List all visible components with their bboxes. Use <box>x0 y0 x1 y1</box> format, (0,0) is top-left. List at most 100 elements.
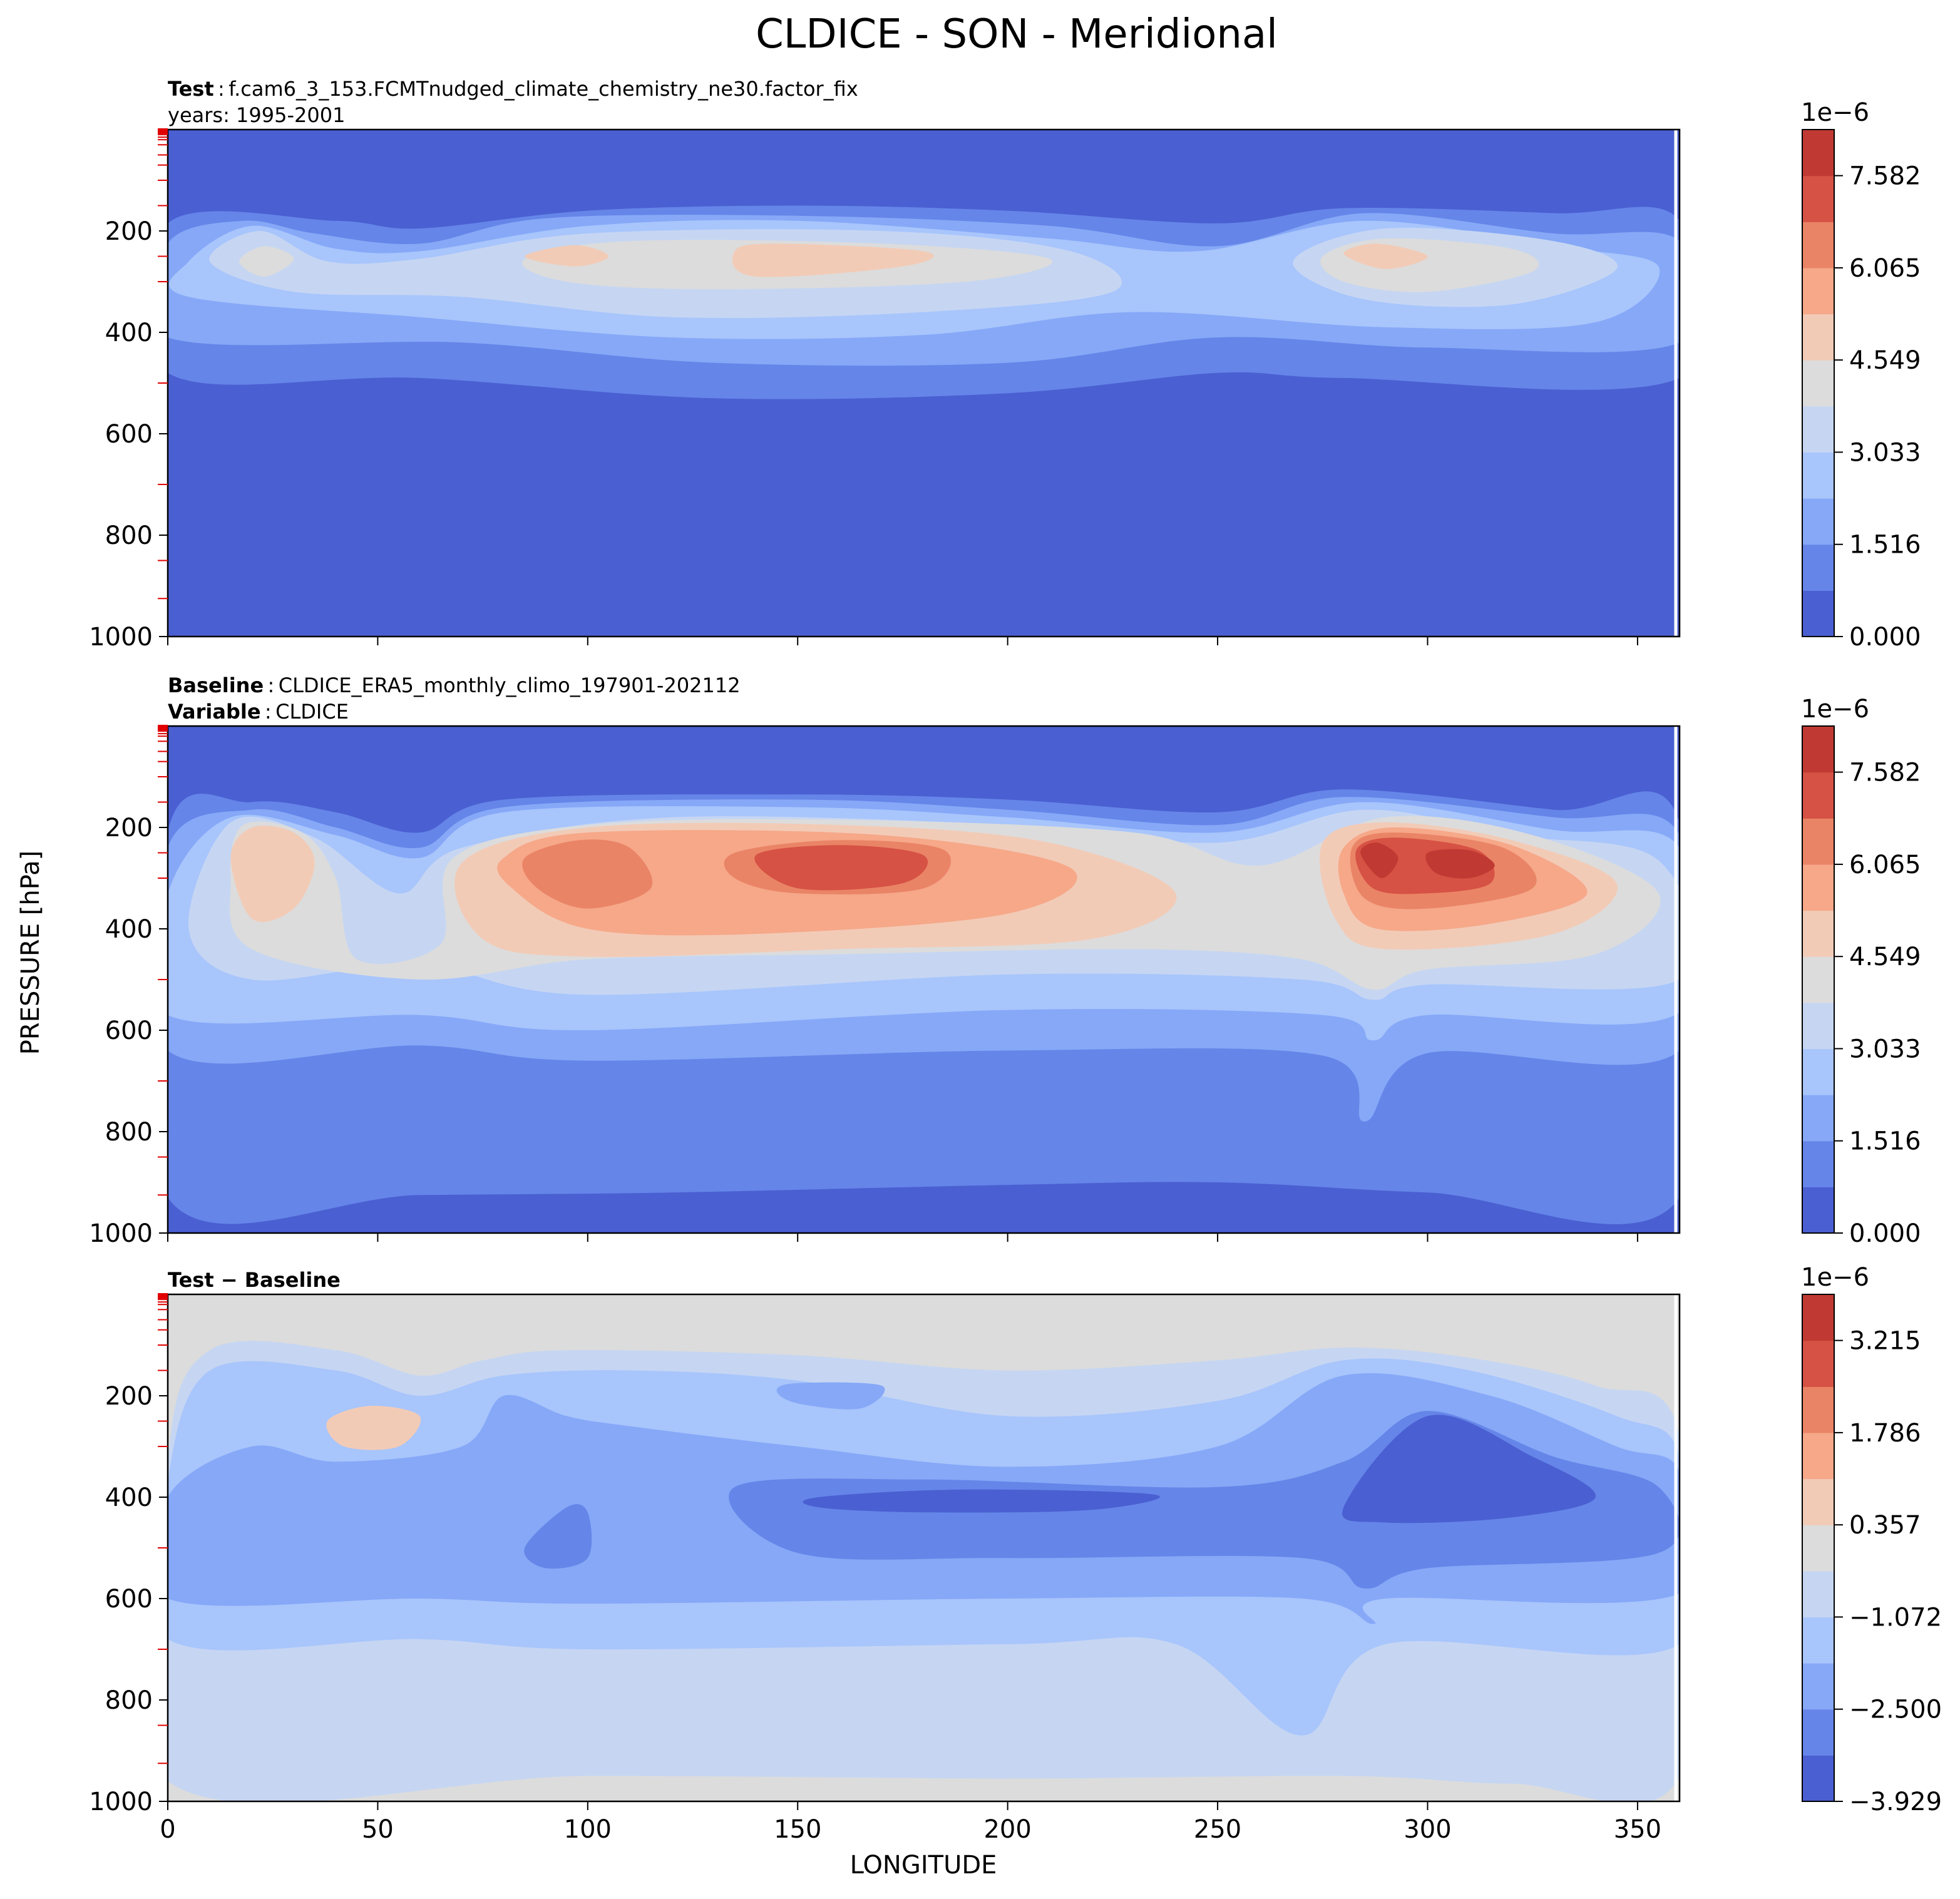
colorbar-segment <box>1802 130 1834 177</box>
colorbar-tick-label: 6.065 <box>1849 254 1921 283</box>
colorbar-test: 0.000 1.516 3.033 4.549 6.065 7.582 1e−6 <box>1801 98 1921 652</box>
colorbar-segment <box>1802 1340 1834 1387</box>
contour-region <box>732 243 934 277</box>
colorbar-segment <box>1802 1755 1834 1802</box>
panel-title-line: Variable : CLDICE <box>168 700 349 724</box>
y-tick-label: 800 <box>105 521 153 550</box>
colorbar-frame <box>1802 1294 1835 1802</box>
colorbar-tick-label: 0.000 <box>1849 623 1921 652</box>
pressure-level-marker-dense <box>158 725 168 730</box>
colorbar-segment <box>1802 360 1834 407</box>
colorbar-segment <box>1802 544 1834 591</box>
colorbar-segment <box>1802 772 1834 819</box>
contour-region <box>754 845 928 891</box>
colorbar-segment <box>1802 222 1834 269</box>
colorbar-segment <box>1802 1478 1834 1525</box>
colorbar-segment <box>1802 1095 1834 1142</box>
panel-title-line: Test − Baseline <box>168 1268 341 1292</box>
colorbar-segment <box>1802 1709 1834 1756</box>
pressure-level-marker-dense <box>158 1293 168 1299</box>
colorbar-segment <box>1802 1570 1834 1618</box>
y-tick-label: 1000 <box>89 623 153 652</box>
colorbar-tick-label: −1.072 <box>1849 1603 1942 1632</box>
colorbar-tick-label: 0.000 <box>1849 1219 1921 1248</box>
colorbar-segment <box>1802 1525 1834 1572</box>
colorbar-segment <box>1802 1617 1834 1664</box>
pressure-level-marker-dense <box>158 128 168 134</box>
colorbar-segment <box>1802 726 1834 773</box>
y-tick-label: 200 <box>105 217 153 246</box>
contour-fills-diff <box>168 1341 1680 1801</box>
panel-title-line: Baseline : CLDICE_ERA5_monthly_climo_197… <box>168 673 741 697</box>
colorbar-tick-label: 7.582 <box>1849 162 1921 191</box>
colorbar-tick-label: 4.549 <box>1849 346 1921 375</box>
colorbar-tick-label: 4.549 <box>1849 943 1921 971</box>
colorbar-segment <box>1802 818 1834 865</box>
contour-fills-baseline <box>168 789 1680 1224</box>
contour-region <box>239 246 294 277</box>
contour-region <box>230 825 315 923</box>
x-tick-label: 150 <box>774 1815 821 1844</box>
contour-region <box>1343 243 1428 269</box>
colorbar-tick-label: 3.033 <box>1849 438 1921 467</box>
colorbar-baseline: 0.000 1.516 3.033 4.549 6.065 7.582 1e−6 <box>1801 695 1921 1248</box>
colorbar-segment <box>1802 314 1834 361</box>
colorbar-exponent: 1e−6 <box>1801 98 1869 127</box>
colorbar-segment <box>1802 1187 1834 1234</box>
y-tick-label: 400 <box>105 915 153 944</box>
contour-region <box>803 1489 1160 1513</box>
contour-region <box>1342 1415 1596 1523</box>
contour-region <box>326 1406 421 1450</box>
colorbar-segment <box>1802 1002 1834 1050</box>
contour-fills-test <box>168 205 1680 399</box>
colorbar-segment <box>1802 1294 1834 1341</box>
colorbar-frame <box>1802 129 1835 637</box>
y-tick-label: 800 <box>105 1118 153 1147</box>
colorbar-tick-label: 3.215 <box>1849 1327 1921 1356</box>
colorbar-tick-label: 0.357 <box>1849 1511 1921 1540</box>
colorbar-segment <box>1802 452 1834 499</box>
y-tick-label: 800 <box>105 1686 153 1715</box>
panel-title-line: Test : f.cam6_3_153.FCMTnudged_climate_c… <box>168 77 858 101</box>
x-tick-label: 300 <box>1403 1815 1451 1844</box>
colorbar-tick-label: −2.500 <box>1849 1696 1942 1724</box>
x-tick-label: 350 <box>1614 1815 1661 1844</box>
y-tick-label: 600 <box>105 1585 153 1614</box>
colorbar-segment <box>1802 1048 1834 1095</box>
colorbar-frame <box>1802 725 1835 1234</box>
y-tick-label: 1000 <box>89 1219 153 1248</box>
panel-title-line: years: 1995-2001 <box>168 103 345 127</box>
colorbar-segment <box>1802 406 1834 453</box>
colorbar-tick-label: 1.786 <box>1849 1419 1921 1448</box>
y-tick-label: 200 <box>105 814 153 842</box>
colorbar-segment <box>1802 590 1834 637</box>
colorbar-segment <box>1802 175 1834 222</box>
colorbar-tick-label: 7.582 <box>1849 759 1921 787</box>
y-axis-label: PRESSURE [hPa] <box>16 851 45 1055</box>
colorbar-tick-label: −3.929 <box>1849 1788 1942 1816</box>
x-tick-label: 200 <box>983 1815 1031 1844</box>
colorbar-tick-label: 1.516 <box>1849 1127 1921 1156</box>
colorbar-segment <box>1802 1386 1834 1433</box>
colorbar-segment <box>1802 1432 1834 1480</box>
colorbar-segment <box>1802 1663 1834 1710</box>
x-tick-label: 0 <box>160 1815 175 1844</box>
y-tick-label: 400 <box>105 1483 153 1512</box>
colorbar-segment <box>1802 1140 1834 1187</box>
y-tick-label: 400 <box>105 319 153 347</box>
x-axis-label: LONGITUDE <box>850 1851 997 1880</box>
x-tick-label: 50 <box>362 1815 394 1844</box>
colorbar-exponent: 1e−6 <box>1801 1263 1869 1292</box>
figure-title: CLDICE - SON - Meridional <box>756 11 1278 58</box>
colorbar-segment <box>1802 267 1834 315</box>
x-tick-label: 100 <box>564 1815 612 1844</box>
contour-region <box>776 1382 885 1410</box>
contour-region <box>524 1504 592 1569</box>
y-tick-label: 1000 <box>89 1788 153 1816</box>
colorbar-tick-label: 3.033 <box>1849 1035 1921 1063</box>
colorbar-segment <box>1802 498 1834 545</box>
contour-region <box>522 839 653 909</box>
colorbar-segment <box>1802 956 1834 1003</box>
y-tick-label: 200 <box>105 1382 153 1411</box>
